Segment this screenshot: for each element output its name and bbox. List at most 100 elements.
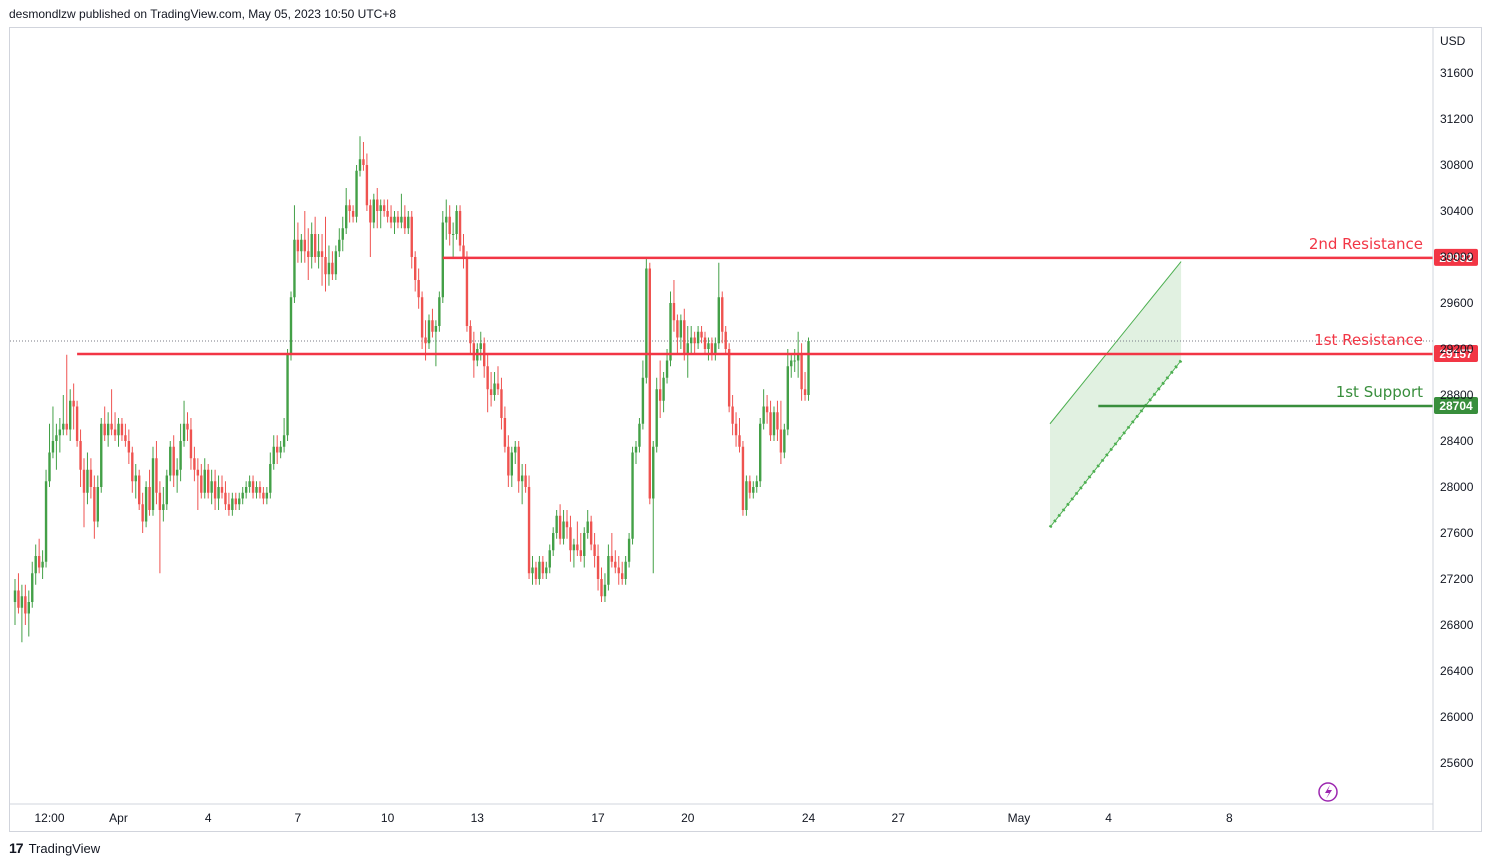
candle: [731, 395, 734, 436]
candle-body: [31, 573, 34, 602]
candle: [603, 573, 607, 602]
candles: [13, 136, 810, 643]
candle-body: [431, 320, 434, 332]
candle: [141, 492, 144, 533]
candle: [765, 395, 769, 424]
y-tick-label: 28800: [1440, 388, 1474, 402]
candle-body: [65, 423, 68, 430]
candle: [345, 188, 348, 234]
candle: [734, 412, 738, 447]
candle: [93, 475, 96, 539]
candle-body: [524, 475, 527, 487]
candle-body: [207, 469, 210, 493]
candle: [389, 205, 393, 229]
lightning-event-icon[interactable]: [1318, 782, 1338, 802]
candle: [483, 337, 486, 378]
candle: [769, 400, 772, 441]
candle: [679, 314, 683, 349]
candle-body: [293, 239, 296, 298]
candle-body: [745, 481, 748, 510]
candle-body: [762, 406, 765, 424]
candle-body: [34, 556, 37, 574]
candle: [317, 234, 320, 269]
candle-body: [248, 481, 251, 487]
candle-body: [327, 262, 331, 275]
candle-body: [793, 360, 796, 362]
candle-body: [355, 170, 358, 217]
candle-body: [89, 469, 93, 487]
candle-body: [648, 268, 651, 499]
candle: [393, 211, 396, 234]
candle-body: [807, 340, 810, 395]
candle: [583, 527, 586, 568]
footer-brand[interactable]: TradingView: [28, 840, 101, 856]
candle-body: [37, 556, 41, 568]
time-axis: 12:00 Apr 4 7 10 13 17 20 24 27 May 4 8: [10, 803, 1433, 825]
x-tick-label: Apr: [109, 811, 128, 825]
candle-body: [279, 446, 282, 453]
candle: [593, 533, 596, 568]
candle-body: [469, 326, 472, 344]
candle-body: [393, 216, 396, 223]
candle: [510, 446, 513, 487]
candle-body: [445, 216, 448, 223]
candle: [579, 533, 582, 562]
candle-body: [486, 366, 489, 390]
candle: [75, 400, 79, 447]
candle: [155, 441, 158, 505]
candle: [34, 544, 37, 585]
candle: [676, 314, 679, 355]
candle: [138, 469, 141, 510]
candle: [251, 475, 255, 499]
candle: [331, 251, 334, 280]
channel-upper-line[interactable]: [1049, 261, 1182, 425]
candle: [203, 458, 206, 499]
candle: [144, 481, 148, 528]
x-tick-label: 13: [471, 811, 485, 825]
candle-body: [614, 561, 617, 568]
candle-body: [493, 383, 496, 395]
candle: [589, 515, 593, 551]
candle-body: [213, 481, 217, 499]
x-tick-label: 4: [1105, 811, 1112, 825]
tradingview-logo-icon[interactable]: 17: [9, 840, 24, 856]
candle: [348, 199, 351, 223]
candle: [607, 544, 610, 591]
candle-body: [351, 211, 355, 217]
candle: [690, 326, 693, 355]
candle: [493, 372, 496, 401]
candle: [55, 423, 58, 470]
candle: [531, 556, 534, 585]
candle: [120, 418, 124, 441]
candle-body: [400, 216, 403, 223]
candle-body: [48, 452, 51, 482]
candle-body: [51, 441, 55, 453]
candle-body: [586, 521, 589, 533]
candle-body: [251, 481, 255, 493]
candle: [586, 510, 589, 539]
candle: [445, 199, 448, 240]
candle-body: [17, 590, 20, 608]
candle-body: [162, 504, 165, 510]
y-tick-label: 27600: [1440, 526, 1474, 540]
candle-body: [110, 423, 113, 430]
candle: [534, 561, 538, 585]
candle: [324, 216, 327, 292]
candle: [62, 395, 65, 436]
candle-body: [282, 435, 286, 447]
candle-body: [331, 262, 334, 275]
candle: [634, 441, 638, 464]
candle: [431, 308, 434, 338]
1st-support-price-text: 28704: [1439, 399, 1473, 413]
y-tick-label: 31600: [1440, 66, 1474, 80]
candle: [558, 504, 562, 545]
candle-body: [562, 521, 565, 539]
candle: [100, 418, 103, 493]
candle: [486, 354, 489, 413]
candle-body: [686, 343, 689, 355]
candle: [334, 245, 338, 280]
candle-body: [141, 504, 144, 522]
candle: [307, 228, 310, 280]
candle-body: [286, 354, 289, 436]
